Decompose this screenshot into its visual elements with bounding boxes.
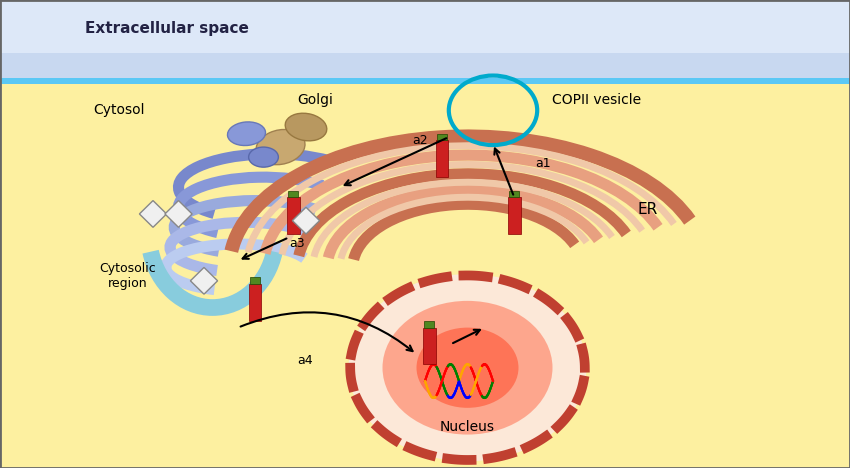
Text: a4: a4 <box>298 354 313 367</box>
Bar <box>0 79 850 468</box>
Bar <box>288 190 298 197</box>
Bar <box>250 278 260 284</box>
Circle shape <box>348 274 586 461</box>
Text: Cytosol: Cytosol <box>94 102 145 117</box>
Ellipse shape <box>256 130 305 165</box>
Polygon shape <box>292 207 320 234</box>
Text: Cytosolic
region: Cytosolic region <box>99 263 156 291</box>
Ellipse shape <box>248 147 278 167</box>
Text: Extracellular space: Extracellular space <box>85 22 249 37</box>
Text: a3: a3 <box>289 237 304 250</box>
Circle shape <box>416 328 518 408</box>
Text: ER: ER <box>638 202 658 217</box>
Ellipse shape <box>228 122 265 146</box>
Bar <box>435 140 449 177</box>
Bar <box>507 197 520 234</box>
Polygon shape <box>165 201 192 227</box>
Bar <box>509 190 519 197</box>
Ellipse shape <box>286 113 326 141</box>
Bar <box>422 328 435 365</box>
Bar <box>248 284 261 321</box>
Bar <box>0 0 850 80</box>
Text: COPII vesicle: COPII vesicle <box>552 93 642 107</box>
Bar <box>424 321 434 328</box>
Polygon shape <box>139 201 167 227</box>
Text: a1: a1 <box>536 157 551 170</box>
Bar <box>0 0 850 53</box>
Text: a2: a2 <box>412 134 428 147</box>
Text: Nucleus: Nucleus <box>440 420 495 434</box>
Circle shape <box>382 301 552 435</box>
Polygon shape <box>190 267 218 294</box>
Bar <box>437 134 447 140</box>
Text: Golgi: Golgi <box>298 93 333 107</box>
Bar <box>0 78 850 84</box>
Bar <box>286 197 299 234</box>
